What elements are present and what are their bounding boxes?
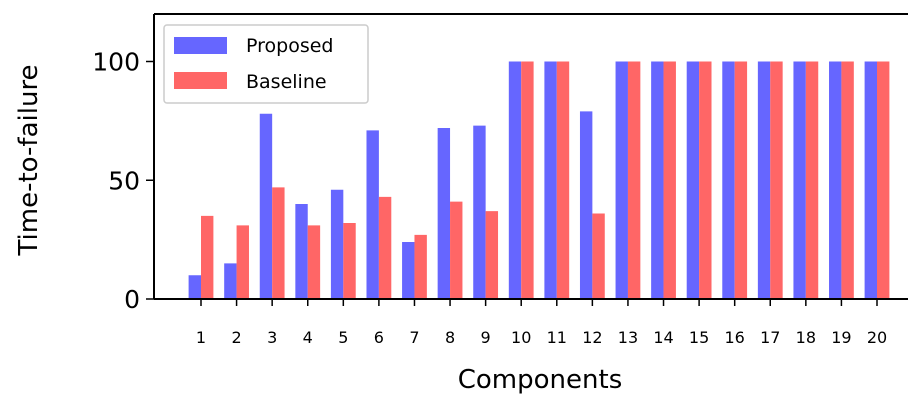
legend-label-baseline: Baseline — [246, 71, 327, 93]
y-axis-label: Time-to-failure — [14, 64, 44, 256]
x-tick-label: 5 — [338, 328, 348, 347]
legend-swatch-baseline — [174, 72, 227, 89]
x-tick-label: 11 — [547, 328, 567, 347]
x-tick-label: 6 — [374, 328, 384, 347]
bar-baseline-7 — [414, 234, 427, 300]
legend: Proposed Baseline — [163, 24, 369, 104]
bar-proposed-3 — [259, 113, 273, 299]
bar-baseline-12 — [592, 213, 605, 299]
x-tick-label: 4 — [303, 328, 313, 347]
x-tick-label: 7 — [409, 328, 419, 347]
x-tick-label: 9 — [481, 328, 491, 347]
x-tick-label: 15 — [689, 328, 709, 347]
bar-proposed-15 — [686, 61, 700, 299]
bar-baseline-17 — [770, 61, 783, 299]
bar-proposed-13 — [615, 61, 628, 299]
bar-proposed-5 — [330, 189, 344, 299]
x-tick-label: 3 — [267, 328, 277, 347]
bar-baseline-2 — [236, 225, 249, 300]
y-tick-label: 0 — [124, 285, 140, 314]
x-axis-label: Components — [458, 365, 623, 395]
bar-baseline-14 — [663, 61, 676, 299]
bar-proposed-18 — [793, 61, 806, 299]
bar-proposed-14 — [651, 61, 664, 299]
legend-swatch-proposed — [174, 37, 227, 54]
bar-baseline-5 — [343, 223, 356, 299]
bar-baseline-18 — [805, 61, 819, 299]
x-tick-label: 20 — [867, 328, 887, 347]
bars-group — [188, 61, 890, 300]
bar-proposed-16 — [722, 61, 735, 299]
bar-proposed-8 — [437, 128, 451, 299]
x-tick-label: 8 — [445, 328, 455, 347]
bar-proposed-6 — [366, 130, 379, 300]
bar-baseline-10 — [521, 61, 534, 299]
x-tick-label: 14 — [653, 328, 673, 347]
x-tick-label: 10 — [511, 328, 531, 347]
bar-proposed-2 — [224, 263, 237, 300]
bar-baseline-9 — [485, 211, 499, 300]
bar-baseline-19 — [841, 61, 854, 299]
x-tick-label: 12 — [582, 328, 602, 347]
y-tick-label: 100 — [92, 48, 140, 77]
bar-proposed-4 — [295, 204, 308, 299]
bar-proposed-12 — [579, 111, 593, 300]
x-tick-label: 17 — [760, 328, 780, 347]
bar-baseline-20 — [877, 61, 890, 299]
x-axis-ticks: 1 2 3 4 5 6 7 8 9 10 11 12 13 14 15 16 17 18 19 20 — [196, 299, 887, 347]
bar-baseline-6 — [378, 196, 392, 300]
bar-proposed-1 — [188, 275, 201, 299]
x-tick-label: 1 — [196, 328, 206, 347]
x-tick-label: 16 — [725, 328, 745, 347]
bar-baseline-13 — [627, 61, 641, 299]
bar-proposed-10 — [508, 61, 522, 299]
x-tick-label: 2 — [231, 328, 241, 347]
bar-baseline-1 — [201, 215, 214, 300]
legend-label-proposed: Proposed — [246, 35, 333, 57]
x-tick-label: 18 — [796, 328, 816, 347]
x-tick-label: 19 — [831, 328, 851, 347]
bar-proposed-9 — [473, 125, 486, 299]
bar-baseline-11 — [556, 61, 570, 299]
y-axis-ticks: 0 50 100 — [92, 48, 154, 314]
bar-proposed-17 — [757, 61, 771, 299]
bar-baseline-3 — [272, 187, 285, 300]
bar-baseline-15 — [699, 61, 712, 299]
bar-proposed-19 — [829, 61, 842, 299]
bar-proposed-20 — [864, 61, 877, 299]
bar-baseline-4 — [307, 225, 321, 300]
bar-proposed-11 — [544, 61, 557, 299]
bar-baseline-8 — [450, 201, 463, 300]
bar-proposed-7 — [402, 242, 415, 299]
bar-baseline-16 — [734, 61, 748, 299]
x-tick-label: 13 — [618, 328, 638, 347]
y-tick-label: 50 — [108, 166, 140, 195]
